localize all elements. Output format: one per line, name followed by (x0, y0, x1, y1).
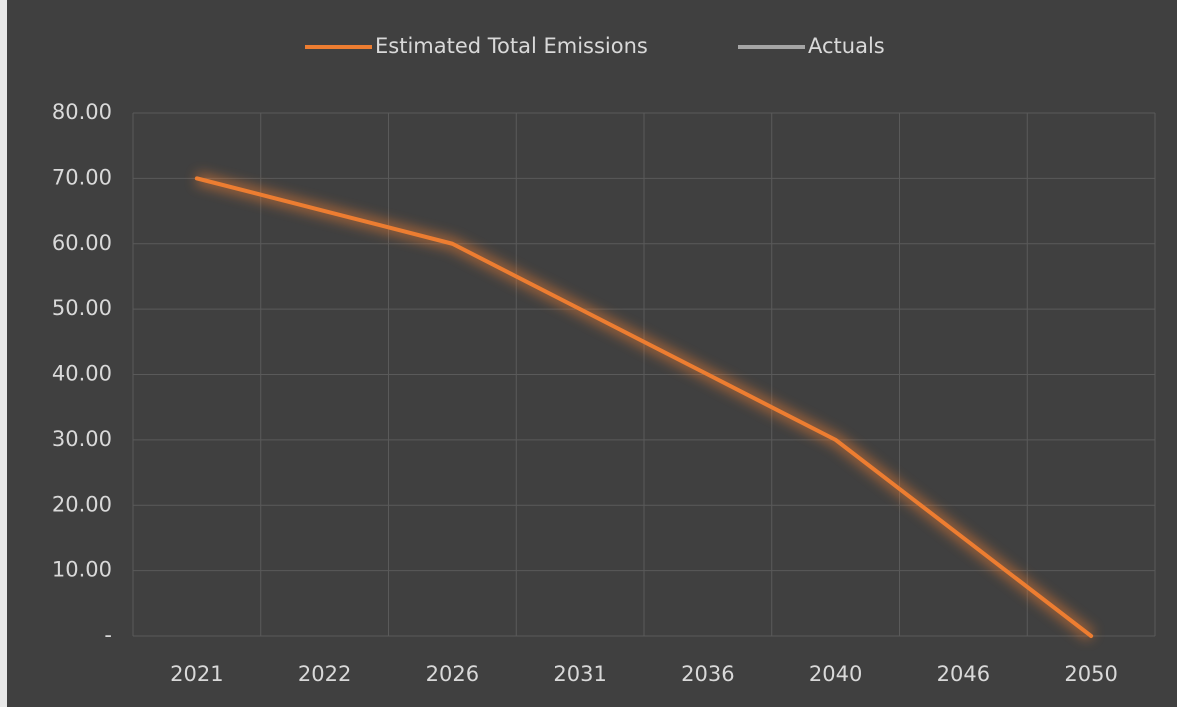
x-tick-label: 2021 (170, 662, 223, 686)
x-tick-label: 2050 (1064, 662, 1117, 686)
y-tick-label: 60.00 (52, 231, 112, 255)
y-tick-label: - (104, 623, 112, 647)
x-tick-label: 2036 (681, 662, 734, 686)
series-line (194, 176, 1094, 638)
y-tick-label: 20.00 (52, 492, 112, 516)
legend-label: Actuals (808, 34, 885, 58)
x-tick-label: 2046 (937, 662, 990, 686)
y-tick-label: 70.00 (52, 165, 112, 189)
x-tick-label: 2022 (298, 662, 351, 686)
legend-label: Estimated Total Emissions (375, 34, 648, 58)
y-tick-label: 40.00 (52, 362, 112, 386)
y-tick-label: 30.00 (52, 427, 112, 451)
y-tick-label: 50.00 (52, 296, 112, 320)
y-tick-label: 80.00 (52, 100, 112, 124)
x-tick-label: 2026 (426, 662, 479, 686)
x-tick-label: 2031 (553, 662, 606, 686)
sheet-edge (0, 0, 7, 707)
x-tick-label: 2040 (809, 662, 862, 686)
y-tick-label: 10.00 (52, 558, 112, 582)
